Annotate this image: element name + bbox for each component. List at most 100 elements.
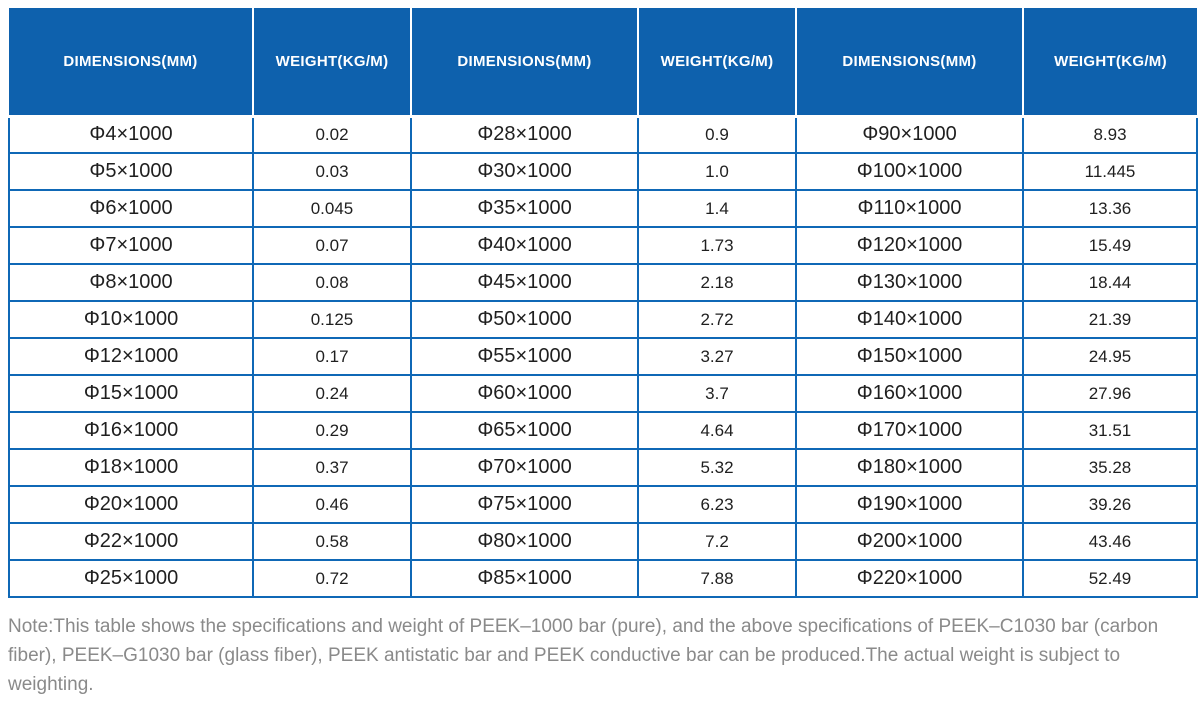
dimension-cell: Φ4×1000 (8, 115, 254, 154)
table-row: Φ20×1000 0.46 Φ75×1000 6.23 Φ190×1000 39.26 (8, 485, 1198, 524)
table-row: Φ12×1000 0.17 Φ55×1000 3.27 Φ150×1000 24.95 (8, 337, 1198, 376)
dimension-cell: Φ35×1000 (410, 189, 639, 228)
dimension-cell: Φ70×1000 (410, 448, 639, 487)
header-row: DIMENSIONS(MM) WEIGHT(KG/M) DIMENSIONS(MM)… (9, 8, 1197, 118)
dimension-cell: Φ8×1000 (8, 263, 254, 302)
dimension-cell: Φ50×1000 (410, 300, 639, 339)
column-header-weight: WEIGHT(KG/M) (637, 8, 797, 118)
weight-cell: 31.51 (1022, 411, 1198, 450)
weight-cell: 7.2 (637, 522, 797, 561)
dimension-cell: Φ15×1000 (8, 374, 254, 413)
dimension-cell: Φ200×1000 (795, 522, 1024, 561)
dimension-cell: Φ20×1000 (8, 485, 254, 524)
dimension-cell: Φ10×1000 (8, 300, 254, 339)
column-header-weight: WEIGHT(KG/M) (1022, 8, 1197, 118)
weight-cell: 1.0 (637, 152, 797, 191)
weight-cell: 35.28 (1022, 448, 1198, 487)
weight-cell: 0.02 (252, 115, 412, 154)
dimension-cell: Φ22×1000 (8, 522, 254, 561)
weight-cell: 5.32 (637, 448, 797, 487)
table-row: Φ16×1000 0.29 Φ65×1000 4.64 Φ170×1000 31.51 (8, 411, 1198, 450)
dimension-cell: Φ45×1000 (410, 263, 639, 302)
dimension-cell: Φ170×1000 (795, 411, 1024, 450)
weight-cell: 15.49 (1022, 226, 1198, 265)
weight-cell: 7.88 (637, 559, 797, 598)
dimension-cell: Φ100×1000 (795, 152, 1024, 191)
weight-cell: 39.26 (1022, 485, 1198, 524)
dimension-cell: Φ16×1000 (8, 411, 254, 450)
weight-cell: 27.96 (1022, 374, 1198, 413)
weight-cell: 0.37 (252, 448, 412, 487)
dimension-cell: Φ6×1000 (8, 189, 254, 228)
weight-cell: 0.045 (252, 189, 412, 228)
weight-cell: 43.46 (1022, 522, 1198, 561)
table-row: Φ15×1000 0.24 Φ60×1000 3.7 Φ160×1000 27.96 (8, 374, 1198, 413)
dimension-cell: Φ55×1000 (410, 337, 639, 376)
weight-cell: 3.7 (637, 374, 797, 413)
dimension-cell: Φ80×1000 (410, 522, 639, 561)
dimension-cell: Φ28×1000 (410, 115, 639, 154)
dimension-cell: Φ12×1000 (8, 337, 254, 376)
table-row: Φ25×1000 0.72 Φ85×1000 7.88 Φ220×1000 52.49 (8, 559, 1198, 598)
weight-cell: 18.44 (1022, 263, 1198, 302)
weight-cell: 0.72 (252, 559, 412, 598)
dimension-cell: Φ150×1000 (795, 337, 1024, 376)
weight-cell: 0.46 (252, 485, 412, 524)
dimension-cell: Φ90×1000 (795, 115, 1024, 154)
peek-bar-spec-table: DIMENSIONS(MM) WEIGHT(KG/M) DIMENSIONS(MM)… (8, 8, 1198, 598)
weight-cell: 0.9 (637, 115, 797, 154)
weight-cell: 0.125 (252, 300, 412, 339)
weight-cell: 0.03 (252, 152, 412, 191)
table-body: Φ4×1000 0.02 Φ28×1000 0.9 Φ90×1000 8.93 Φ5×100… (8, 115, 1198, 598)
weight-cell: 2.72 (637, 300, 797, 339)
weight-cell: 6.23 (637, 485, 797, 524)
weight-cell: 0.07 (252, 226, 412, 265)
footnote: Note:This table shows the specifications… (8, 616, 1159, 695)
dimension-cell: Φ75×1000 (410, 485, 639, 524)
dimension-cell: Φ65×1000 (410, 411, 639, 450)
table-row: Φ8×1000 0.08 Φ45×1000 2.18 Φ130×1000 18.44 (8, 263, 1198, 302)
weight-cell: 0.17 (252, 337, 412, 376)
dimension-cell: Φ130×1000 (795, 263, 1024, 302)
dimension-cell: Φ5×1000 (8, 152, 254, 191)
weight-cell: 0.24 (252, 374, 412, 413)
dimension-cell: Φ18×1000 (8, 448, 254, 487)
weight-cell: 2.18 (637, 263, 797, 302)
dimension-cell: Φ30×1000 (410, 152, 639, 191)
dimension-cell: Φ110×1000 (795, 189, 1024, 228)
dimension-cell: Φ160×1000 (795, 374, 1024, 413)
weight-cell: 11.445 (1022, 152, 1198, 191)
weight-cell: 13.36 (1022, 189, 1198, 228)
column-header-dimensions: DIMENSIONS(MM) (9, 8, 254, 118)
dimension-cell: Φ85×1000 (410, 559, 639, 598)
dimension-cell: Φ40×1000 (410, 226, 639, 265)
weight-cell: 24.95 (1022, 337, 1198, 376)
table-row: Φ6×1000 0.045 Φ35×1000 1.4 Φ110×1000 13.36 (8, 189, 1198, 228)
dimension-cell: Φ60×1000 (410, 374, 639, 413)
dimension-cell: Φ180×1000 (795, 448, 1024, 487)
table-row: Φ18×1000 0.37 Φ70×1000 5.32 Φ180×1000 35.28 (8, 448, 1198, 487)
dimension-cell: Φ190×1000 (795, 485, 1024, 524)
weight-cell: 52.49 (1022, 559, 1198, 598)
dimension-cell: Φ120×1000 (795, 226, 1024, 265)
weight-cell: 1.4 (637, 189, 797, 228)
column-header-dimensions: DIMENSIONS(MM) (795, 8, 1024, 118)
table-header: DIMENSIONS(MM) WEIGHT(KG/M) DIMENSIONS(MM)… (9, 8, 1197, 118)
table-row: Φ22×1000 0.58 Φ80×1000 7.2 Φ200×1000 43.46 (8, 522, 1198, 561)
dimension-cell: Φ7×1000 (8, 226, 254, 265)
weight-cell: 4.64 (637, 411, 797, 450)
column-header-dimensions: DIMENSIONS(MM) (410, 8, 639, 118)
weight-cell: 0.58 (252, 522, 412, 561)
table-row: Φ7×1000 0.07 Φ40×1000 1.73 Φ120×1000 15.49 (8, 226, 1198, 265)
weight-cell: 8.93 (1022, 115, 1198, 154)
weight-cell: 3.27 (637, 337, 797, 376)
dimension-cell: Φ220×1000 (795, 559, 1024, 598)
table-row: Φ5×1000 0.03 Φ30×1000 1.0 Φ100×1000 11.445 (8, 152, 1198, 191)
weight-cell: 21.39 (1022, 300, 1198, 339)
dimension-cell: Φ140×1000 (795, 300, 1024, 339)
weight-cell: 0.08 (252, 263, 412, 302)
table-row: Φ10×1000 0.125 Φ50×1000 2.72 Φ140×1000 21.39 (8, 300, 1198, 339)
weight-cell: 1.73 (637, 226, 797, 265)
dimension-cell: Φ25×1000 (8, 559, 254, 598)
